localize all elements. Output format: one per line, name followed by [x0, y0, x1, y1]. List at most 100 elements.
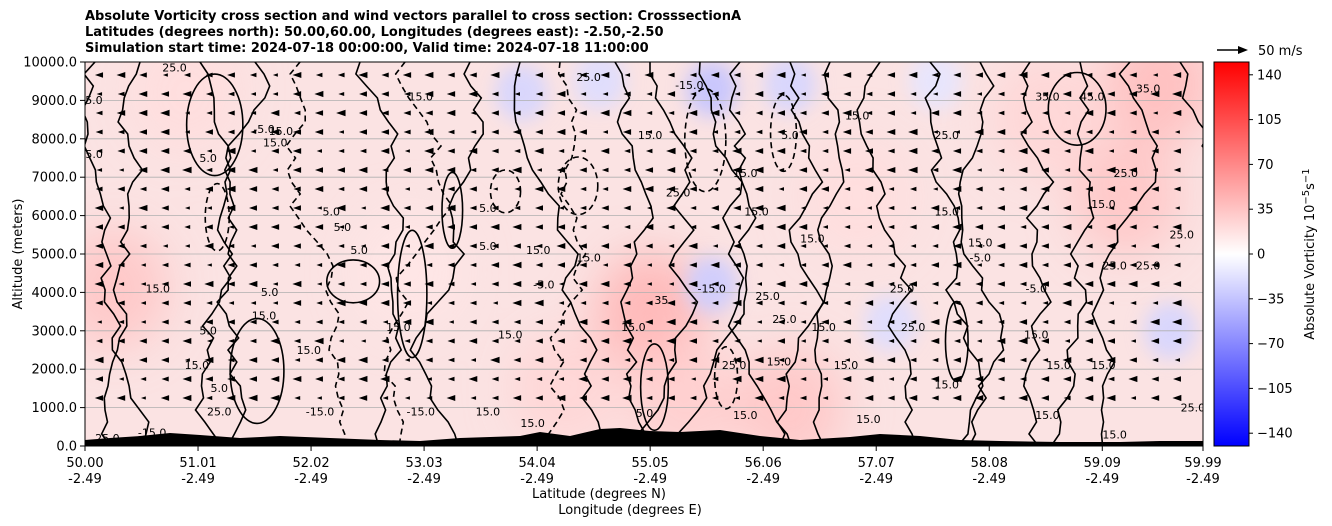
- wind-vector-485: [667, 395, 675, 401]
- wind-vector-149: [272, 168, 279, 172]
- colorbar-tick-label-6: −70: [1257, 337, 1284, 352]
- grid-lines: [85, 100, 1203, 409]
- x-tick-label-lat-4: 54.04: [519, 456, 556, 471]
- wind-vector-549: [756, 243, 763, 249]
- wind-vector-805: [1063, 319, 1071, 325]
- wind-vector-822: [1085, 300, 1093, 306]
- wind-vector-95: [206, 167, 213, 173]
- wind-vector-739: [997, 91, 1005, 97]
- wind-vector-6: [95, 186, 103, 192]
- wind-vector-512: [710, 223, 720, 231]
- contour-label-72: 35.0: [1136, 83, 1161, 96]
- wind-vector-165: [292, 129, 302, 135]
- wind-vector-425: [600, 280, 610, 288]
- wind-vector-386: [556, 224, 566, 230]
- contour-loop-6: [683, 87, 727, 193]
- wind-vector-708: [952, 185, 962, 193]
- x-axis-label-lat: Latitude (degrees N): [532, 487, 666, 502]
- wind-vector-170: [292, 224, 302, 230]
- wind-vector-275: [424, 166, 434, 174]
- wind-vector-670: [908, 147, 918, 155]
- wind-vector-39: [138, 129, 148, 135]
- wind-vector-297: [447, 243, 455, 249]
- wind-vector-790: [1040, 376, 1050, 382]
- wind-vector-672: [909, 186, 917, 192]
- wind-vector-161: [270, 394, 280, 402]
- wind-vector-612: [842, 72, 852, 78]
- wind-vector-671: [908, 166, 918, 174]
- wind-vector-799: [1062, 205, 1072, 211]
- wind-vector-845: [1106, 394, 1116, 402]
- wind-vector-131: [248, 166, 258, 174]
- wind-vector-535: [732, 319, 742, 325]
- wind-vector-229: [359, 319, 367, 325]
- x-tick-label-lat-2: 52.02: [292, 456, 329, 471]
- wind-vector-119: [227, 281, 235, 287]
- wind-vector-416: [600, 109, 610, 117]
- contour-label-14: 5.0: [199, 325, 217, 338]
- wind-vector-88: [182, 375, 192, 383]
- wind-vector-585: [800, 244, 807, 248]
- wind-vector-214: [337, 376, 345, 382]
- wind-vector-784: [1041, 262, 1049, 268]
- wind-vector-568: [778, 263, 785, 267]
- wind-vector-114: [226, 185, 236, 193]
- title-line-3: Simulation start time: 2024-07-18 00:00:…: [85, 41, 649, 56]
- wind-vector-529: [733, 205, 741, 211]
- wind-vector-31: [118, 320, 125, 324]
- wind-vector-676: [910, 262, 917, 268]
- wind-vector-550: [755, 262, 763, 268]
- wind-vector-209: [337, 281, 345, 287]
- wind-vector-674: [909, 224, 917, 230]
- wind-vector-144: [272, 73, 278, 77]
- wind-vector-809: [1063, 395, 1071, 401]
- wind-vector-857: [1128, 280, 1138, 288]
- wind-vector-450: [644, 71, 654, 79]
- wind-vector-415: [602, 92, 609, 96]
- wind-vector-111: [227, 129, 235, 135]
- wind-vector-58: [160, 147, 170, 155]
- wind-vector-69: [161, 357, 169, 363]
- wind-vector-792: [1062, 72, 1072, 78]
- wind-vector-168: [293, 186, 301, 192]
- wind-vector-794: [1064, 110, 1071, 116]
- wind-vector-124: [227, 376, 235, 382]
- wind-vector-252: [402, 72, 412, 78]
- wind-vector-610: [822, 377, 829, 381]
- wind-vector-722: [976, 110, 983, 116]
- wind-vector-115: [226, 204, 236, 212]
- wind-vector-892: [1173, 262, 1181, 268]
- x-tick-label-lat-3: 53.03: [405, 456, 442, 471]
- wind-vector-481: [666, 318, 676, 326]
- wind-vector-364: [534, 147, 544, 155]
- wind-vector-13: [96, 320, 102, 324]
- wind-vector-697: [930, 318, 940, 326]
- contour-label-63: 15.0: [1091, 359, 1116, 372]
- wind-vector-288: [447, 72, 455, 78]
- wind-vector-234: [381, 72, 389, 78]
- wind-vector-430: [601, 376, 609, 382]
- contour-label-23: 15.0: [408, 90, 433, 103]
- wind-vector-818: [1086, 224, 1093, 230]
- wind-vector-806: [1064, 339, 1070, 343]
- wind-vector-188: [314, 224, 324, 230]
- wind-vector-553: [756, 320, 762, 324]
- wind-vector-527: [732, 166, 742, 174]
- contour-loop-7: [557, 156, 599, 216]
- wind-vector-267: [404, 358, 410, 362]
- wind-vector-354: [512, 299, 522, 307]
- contour-label-34: 25.0: [666, 186, 691, 199]
- wind-vector-652: [887, 148, 895, 154]
- wind-vector-826: [1084, 376, 1094, 382]
- wind-vector-513: [712, 244, 718, 248]
- wind-vector-575: [778, 395, 785, 401]
- wind-vector-515: [711, 281, 719, 287]
- contour-label-53: -5.0: [1026, 282, 1047, 295]
- wind-vector-664: [888, 377, 895, 381]
- wind-vector-265: [402, 318, 412, 326]
- wind-vector-92: [206, 111, 213, 115]
- wind-vector-410: [579, 338, 587, 344]
- wind-vector-202: [338, 148, 345, 154]
- wind-vector-110: [227, 110, 235, 116]
- wind-vector-812: [1084, 109, 1094, 117]
